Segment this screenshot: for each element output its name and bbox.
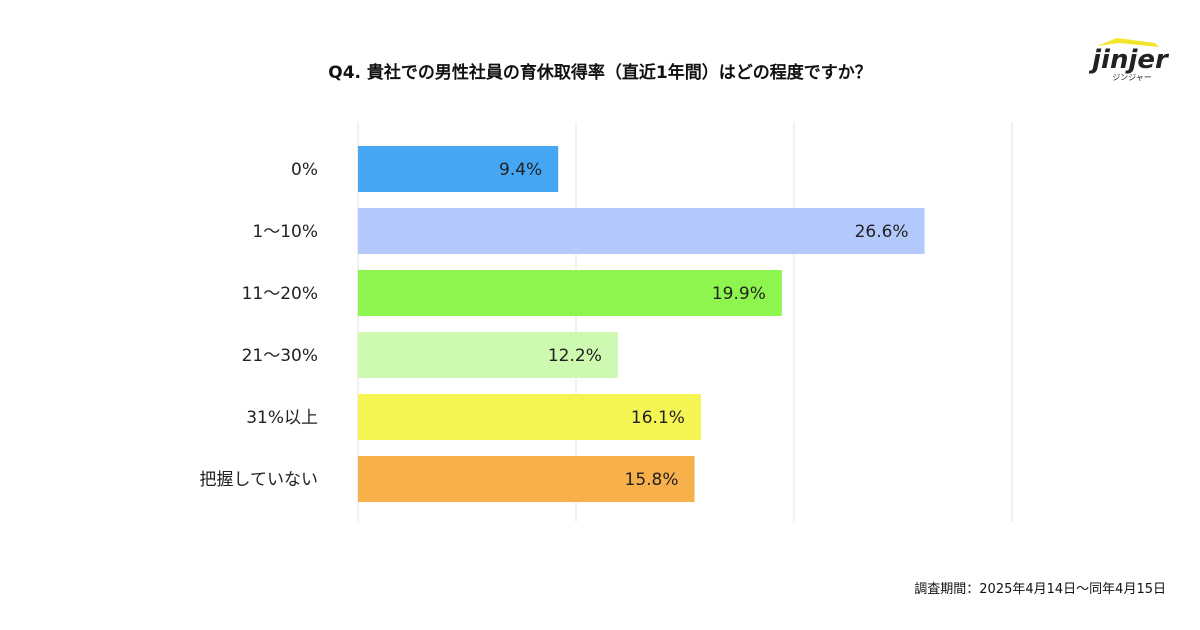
- data-label: 19.9%: [712, 284, 766, 304]
- category-label: 11〜20%: [242, 284, 318, 304]
- category-label: 21〜30%: [242, 346, 318, 366]
- chart-title: Q4. 貴社での男性社員の育休取得率（直近1年間）はどの程度ですか？: [328, 63, 872, 83]
- category-label: 1〜10%: [252, 222, 318, 242]
- data-label: 12.2%: [548, 346, 602, 366]
- bar: [358, 270, 782, 316]
- bar: [358, 456, 695, 502]
- category-label: 31%以上: [246, 408, 318, 428]
- bar: [358, 208, 925, 254]
- bar: [358, 394, 701, 440]
- category-label: 0%: [291, 160, 318, 180]
- bar: [358, 146, 559, 192]
- data-label: 16.1%: [631, 408, 685, 428]
- jinjer-logo: jinjer ジンジャー: [1088, 38, 1170, 82]
- data-label: 9.4%: [499, 160, 542, 180]
- category-label: 把握していない: [200, 470, 319, 490]
- data-label: 26.6%: [855, 222, 909, 242]
- svg-text:jinjer: jinjer: [1088, 45, 1170, 75]
- bar: [358, 332, 618, 378]
- svg-text:ジンジャー: ジンジャー: [1112, 73, 1152, 82]
- survey-period-note: 調査期間：2025年4月14日～同年4月15日: [914, 582, 1166, 597]
- data-label: 15.8%: [625, 470, 679, 490]
